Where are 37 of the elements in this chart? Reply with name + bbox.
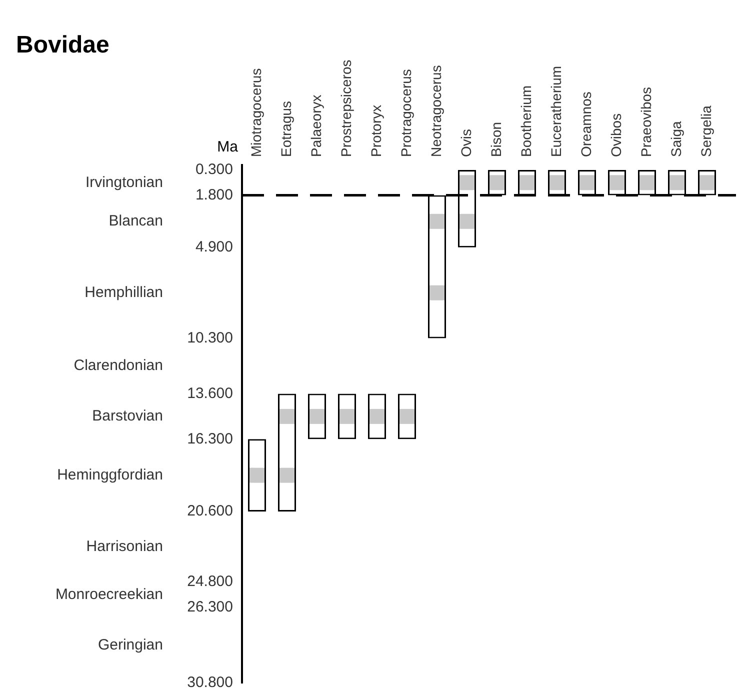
x-tick-label: Praeovibos: [638, 86, 654, 157]
y-tick-label: 4.900: [195, 238, 233, 256]
text: Barstovian: [92, 408, 163, 425]
y-tick-label: 0.300: [195, 161, 233, 178]
x-tick-label: Ovis: [458, 129, 474, 157]
y-tick-label: 26.300: [187, 598, 233, 616]
chart-title: Bovidae: [16, 32, 110, 59]
x-tick-label: Bootherium: [518, 85, 534, 157]
y-tick-label: 30.800: [187, 674, 233, 692]
y-axis-title: Ma: [217, 138, 239, 156]
text: Harrisonian: [86, 538, 163, 555]
x-tick-label: Prostrepsiceros: [338, 60, 354, 157]
y-tick-label: 24.800: [187, 573, 233, 590]
x-tick-label: Oreamnos: [578, 92, 594, 157]
y-tick-label: 1.800: [195, 186, 233, 204]
x-tick-label: Euceratherium: [548, 66, 564, 157]
x-tick-label: Palaeoryx: [308, 94, 324, 157]
text: Blancan: [108, 212, 163, 230]
text: Irvingtonian: [85, 174, 163, 191]
text: Clarendonian: [74, 357, 163, 374]
x-tick-label: Bison: [488, 122, 504, 157]
x-tick-label: Protoryx: [368, 104, 384, 157]
text: Monroecreekian: [55, 586, 163, 603]
x-tick-label: Ovibos: [608, 113, 624, 157]
x-tick-label: Protragocerus: [398, 69, 414, 157]
text: Hemphillian: [84, 284, 163, 301]
x-tick-label: Saiga: [668, 120, 684, 157]
y-tick-label: 16.300: [187, 430, 233, 448]
x-tick-label: Miotragocerus: [248, 68, 264, 157]
x-tick-label: Sergelia: [698, 105, 714, 157]
x-tick-label: Neotragocerus: [428, 65, 444, 157]
y-tick-label: 13.600: [187, 384, 233, 402]
x-tick-label: Eotragus: [278, 100, 294, 157]
text: Geringian: [98, 636, 163, 654]
text: Heminggfordian: [57, 466, 163, 484]
y-tick-label: 10.300: [187, 329, 233, 346]
y-tick-label: 20.600: [187, 502, 233, 520]
